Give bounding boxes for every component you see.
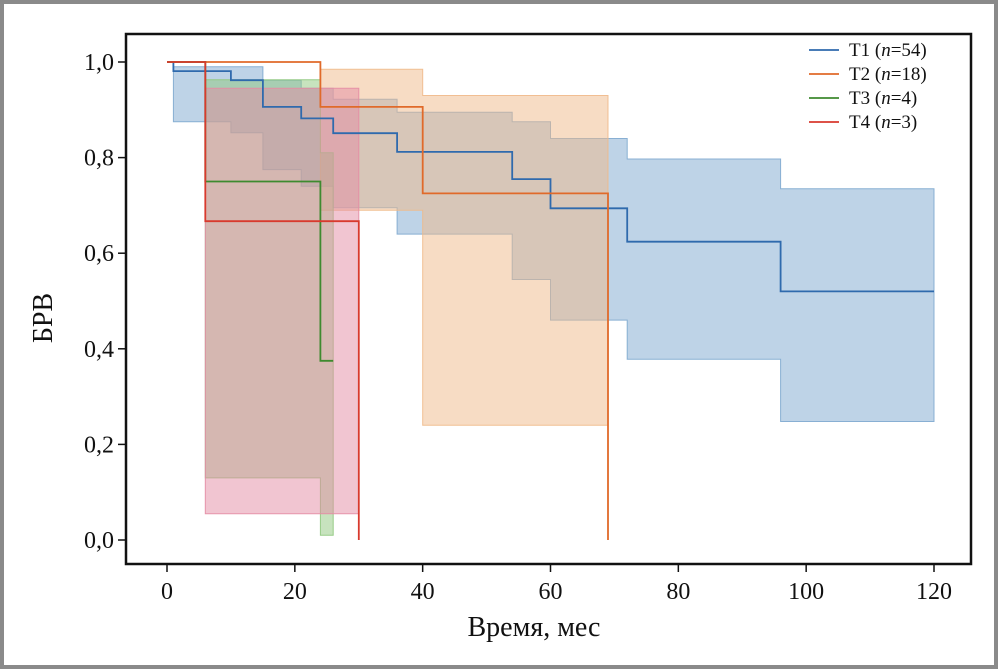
y-axis: 0,0 0,2 0,4 0,6 0,8 1,0 [84, 50, 126, 554]
survival-line-t1 [167, 61, 934, 293]
y-tick-label: 0,4 [84, 337, 114, 363]
survival-line-t2 [167, 61, 609, 540]
y-tick-label: 0,6 [84, 241, 114, 267]
y-tick-label: 0,0 [84, 528, 114, 554]
x-axis-title: Время, мес [468, 612, 601, 643]
plot-area-border [124, 32, 973, 566]
legend: T1 (n=54) T2 (n=18) T3 (n=4) T4 (n=3) [809, 40, 927, 133]
survival-curves [167, 61, 934, 540]
x-tick-label: 40 [411, 579, 435, 605]
legend-label-t3: T3 (n=4) [849, 88, 917, 109]
legend-label-t1: T1 (n=54) [849, 40, 927, 61]
x-tick-label: 100 [788, 579, 824, 605]
x-tick-label: 0 [161, 579, 173, 605]
y-tick-label: 1,0 [84, 50, 114, 76]
legend-label-t4: T4 (n=3) [849, 112, 917, 133]
x-tick-label: 120 [916, 579, 952, 605]
kaplan-meier-chart: 0 20 40 60 80 100 120 0,0 0,2 0,4 0,6 0,8 1,0 Время… [28, 32, 973, 643]
x-tick-label: 80 [666, 579, 690, 605]
confidence-bands [167, 61, 935, 536]
confidence-band-t4 [167, 61, 360, 515]
x-axis: 0 20 40 60 80 100 120 [161, 564, 952, 605]
x-tick-label: 60 [539, 579, 563, 605]
x-tick-label: 20 [283, 579, 307, 605]
survival-line-t4 [167, 61, 360, 540]
y-tick-label: 0,8 [84, 146, 114, 172]
y-tick-label: 0,2 [84, 432, 114, 458]
legend-label-t2: T2 (n=18) [849, 64, 927, 85]
y-axis-title: БРВ [28, 293, 59, 343]
